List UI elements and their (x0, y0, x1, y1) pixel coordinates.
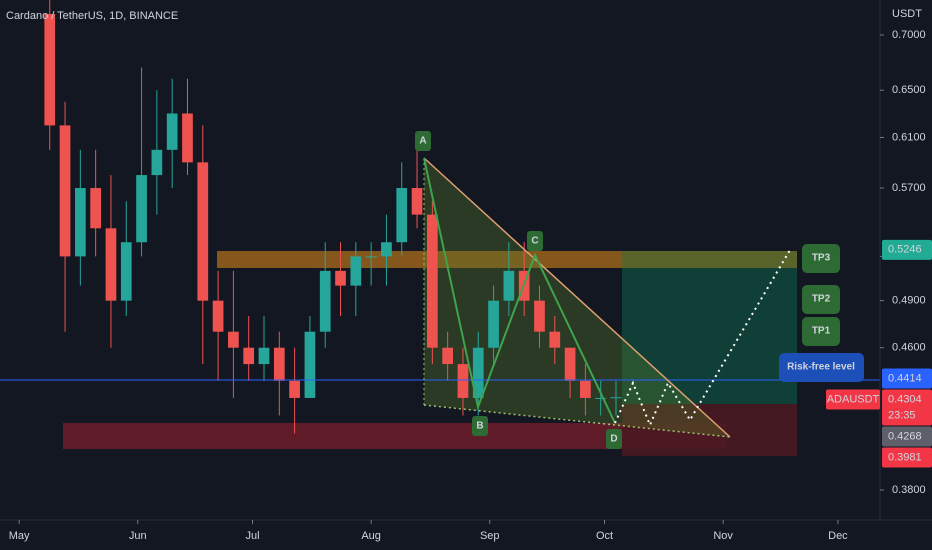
candle-body (457, 364, 469, 398)
y-tick-label: 0.6500 (892, 84, 926, 96)
risk-free-label: Risk-free level (787, 362, 855, 373)
candle-body (151, 149, 163, 176)
point-c: C (527, 231, 543, 251)
y-tick-label: 0.4900 (892, 295, 926, 307)
point-label: C (531, 236, 538, 247)
candle-body (212, 300, 224, 332)
price-label-box (882, 426, 932, 447)
price-label-box (882, 239, 932, 260)
tp1: TP1 (802, 317, 840, 346)
candle-body (411, 188, 423, 215)
candle-body (549, 331, 561, 348)
point-label: A (419, 136, 426, 147)
y-tick-label: 0.7000 (892, 29, 926, 41)
point-label: B (476, 421, 483, 432)
candle-body (243, 347, 255, 365)
x-tick-label: Sep (480, 530, 500, 542)
axis-overlay: 0.70000.65000.61000.57000.52000.49000.46… (9, 29, 932, 542)
x-tick-label: Jun (129, 530, 147, 542)
projection-path (614, 249, 791, 428)
point-d: D (606, 429, 622, 449)
currency-label: USDT (892, 8, 922, 20)
triangle-upper (423, 157, 731, 438)
resistance-zone (217, 251, 622, 268)
y-tick-label: 0.5700 (892, 182, 926, 194)
tp2: TP2 (802, 285, 840, 314)
tp3: TP3 (802, 244, 840, 273)
candle-body (472, 347, 484, 398)
candle-body (289, 380, 300, 398)
point-label: D (610, 434, 617, 445)
countdown: 23:35 (888, 409, 916, 421)
price-label: 0.3981 (888, 451, 922, 463)
candle-body (44, 14, 56, 126)
candle-body (197, 162, 209, 301)
candle-body (258, 347, 270, 365)
target-box (622, 251, 797, 404)
candle-body (503, 270, 515, 301)
symbol-tag (826, 389, 880, 410)
price-label: 0.4414 (888, 372, 922, 384)
candle-body (136, 175, 147, 243)
resistance-zone-overlap (622, 251, 797, 268)
candle-body (365, 256, 377, 258)
candle-body (396, 188, 408, 243)
candle-body (90, 188, 102, 229)
target-label: TP1 (812, 326, 831, 337)
candle-body (564, 347, 576, 381)
candles (44, 0, 622, 434)
stop-box (622, 404, 797, 456)
x-tick-label: Oct (596, 530, 613, 542)
candle-body (74, 188, 86, 257)
point-a: A (415, 131, 431, 151)
candle-body (488, 300, 499, 348)
candle-body (166, 113, 178, 150)
x-tick-label: Nov (713, 530, 733, 542)
abcd-pattern (423, 157, 616, 424)
point-b: B (472, 416, 488, 436)
y-tick-label: 0.4600 (892, 342, 926, 354)
candle-body (273, 347, 285, 381)
price-label-box (882, 368, 932, 389)
candle-body (105, 228, 117, 301)
x-tick-label: Jul (245, 530, 259, 542)
price-label: 0.4304 (888, 393, 922, 405)
price-label-box (882, 389, 932, 426)
x-tick-label: Aug (361, 530, 381, 542)
price-label-box (882, 447, 932, 468)
candle-body (442, 347, 454, 365)
symbol-label: ADAUSDT (827, 393, 880, 405)
x-tick-label: Dec (828, 530, 848, 542)
candle-body (534, 300, 545, 332)
target-label: TP3 (812, 253, 831, 264)
candle-body (120, 242, 132, 301)
y-tick-label: 0.3800 (892, 484, 926, 496)
candle-body (59, 125, 71, 257)
candle-body (335, 270, 346, 286)
candle-body (350, 256, 362, 286)
candle-body (182, 113, 193, 163)
price-label: 0.4268 (888, 430, 922, 442)
chart-title: Cardano / TetherUS, 1D, BINANCE (6, 10, 178, 22)
candle-body (304, 331, 316, 398)
candle-body (228, 331, 239, 348)
candle-body (319, 270, 331, 332)
price-label: 0.5246 (888, 244, 922, 256)
x-tick-label: May (9, 530, 30, 542)
candle-body (580, 380, 591, 398)
triangle-lower (423, 404, 731, 438)
candle-body (595, 397, 607, 399)
candle-body (610, 397, 622, 399)
target-label: TP2 (812, 294, 831, 305)
candle-body (381, 242, 392, 257)
y-tick-label: 0.6100 (892, 131, 926, 143)
candle-body (426, 214, 438, 348)
risk-free: Risk-free level (779, 353, 864, 382)
